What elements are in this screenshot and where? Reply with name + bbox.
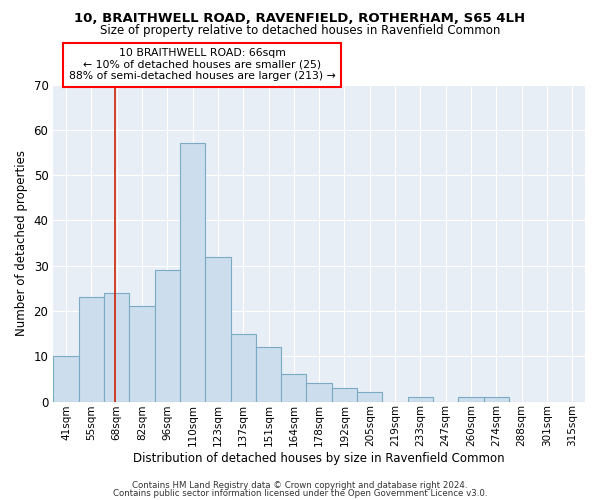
Bar bbox=[205, 256, 230, 402]
X-axis label: Distribution of detached houses by size in Ravenfield Common: Distribution of detached houses by size … bbox=[133, 452, 505, 465]
Bar bbox=[332, 388, 357, 402]
Bar bbox=[256, 347, 281, 402]
Bar bbox=[357, 392, 382, 402]
Bar bbox=[281, 374, 307, 402]
Text: Size of property relative to detached houses in Ravenfield Common: Size of property relative to detached ho… bbox=[100, 24, 500, 37]
Y-axis label: Number of detached properties: Number of detached properties bbox=[15, 150, 28, 336]
Bar bbox=[307, 384, 332, 402]
Bar bbox=[408, 397, 433, 402]
Bar bbox=[155, 270, 180, 402]
Text: 10, BRAITHWELL ROAD, RAVENFIELD, ROTHERHAM, S65 4LH: 10, BRAITHWELL ROAD, RAVENFIELD, ROTHERH… bbox=[74, 12, 526, 26]
Bar bbox=[104, 293, 129, 402]
Bar bbox=[180, 144, 205, 402]
Text: Contains public sector information licensed under the Open Government Licence v3: Contains public sector information licen… bbox=[113, 488, 487, 498]
Bar bbox=[484, 397, 509, 402]
Bar bbox=[129, 306, 155, 402]
Bar bbox=[79, 298, 104, 402]
Text: Contains HM Land Registry data © Crown copyright and database right 2024.: Contains HM Land Registry data © Crown c… bbox=[132, 481, 468, 490]
Bar bbox=[53, 356, 79, 402]
Bar bbox=[230, 334, 256, 402]
Text: 10 BRAITHWELL ROAD: 66sqm
← 10% of detached houses are smaller (25)
88% of semi-: 10 BRAITHWELL ROAD: 66sqm ← 10% of detac… bbox=[69, 48, 335, 82]
Bar bbox=[458, 397, 484, 402]
